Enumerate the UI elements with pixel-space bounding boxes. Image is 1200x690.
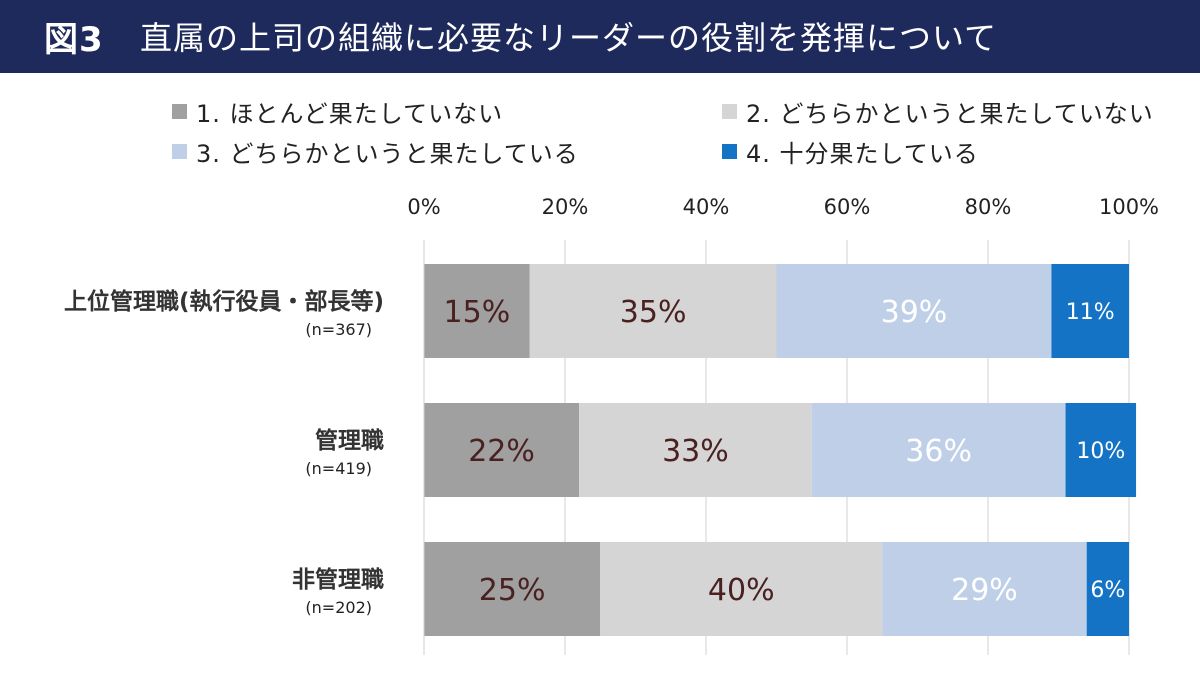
data-label-0-0: 15% — [444, 295, 511, 330]
bar-segment-1-3 — [1065, 403, 1137, 497]
x-tick-label-100: 100% — [1099, 195, 1159, 219]
x-tick-label-80: 80% — [965, 195, 1012, 219]
category-n-label-0: (n=367) — [305, 320, 372, 339]
data-label-2-3: 6% — [1090, 578, 1125, 603]
data-label-2-1: 40% — [708, 573, 775, 608]
x-tick-label-20: 20% — [542, 195, 589, 219]
legend-swatch-2 — [722, 104, 737, 119]
bar-segment-1-1 — [579, 403, 812, 497]
legend-swatch-4 — [722, 144, 737, 159]
chart-header: 図3 直属の上司の組織に必要なリーダーの役割を発揮について — [0, 0, 1200, 73]
bar-segment-2-2 — [882, 542, 1087, 636]
bar-segment-2-3 — [1086, 542, 1129, 636]
bar-segment-2-1 — [600, 542, 883, 636]
bar-segment-2-0 — [424, 542, 601, 636]
category-n-label-1: (n=419) — [305, 459, 372, 478]
data-label-1-0: 22% — [468, 434, 535, 469]
data-label-0-2: 39% — [881, 295, 948, 330]
x-tick-label-40: 40% — [683, 195, 730, 219]
x-tick-label-60: 60% — [824, 195, 871, 219]
category-label-0: 上位管理職(執行役員・部長等) — [64, 288, 384, 315]
bar-segment-1-2 — [811, 403, 1066, 497]
category-label-1: 管理職 — [315, 427, 384, 454]
figure-label: 図3 — [44, 20, 104, 60]
data-label-0-3: 11% — [1066, 300, 1115, 325]
data-label-2-0: 25% — [479, 573, 546, 608]
legend-label-4: 4. 十分果たしている — [746, 140, 979, 168]
data-label-1-1: 33% — [662, 434, 729, 469]
legend-swatch-3 — [172, 144, 187, 159]
category-label-2: 非管理職 — [292, 566, 384, 593]
bar-segment-1-0 — [424, 403, 580, 497]
x-tick-label-0: 0% — [407, 195, 440, 219]
data-label-1-3: 10% — [1076, 439, 1125, 464]
bar-segment-0-2 — [776, 264, 1052, 358]
category-n-label-2: (n=202) — [305, 598, 372, 617]
bar-segment-0-1 — [529, 264, 777, 358]
legend-swatch-1 — [172, 104, 187, 119]
legend-label-2: 2. どちらかというと果たしていない — [746, 100, 1154, 128]
data-label-1-2: 36% — [905, 434, 972, 469]
bar-segment-0-0 — [424, 264, 530, 358]
legend-label-1: 1. ほとんど果たしていない — [196, 100, 504, 128]
chart-title: 直属の上司の組織に必要なリーダーの役割を発揮について — [140, 19, 998, 57]
data-label-2-2: 29% — [951, 573, 1018, 608]
legend-label-3: 3. どちらかというと果たしている — [196, 140, 579, 168]
data-label-0-1: 35% — [620, 295, 687, 330]
bar-segment-0-3 — [1051, 264, 1129, 358]
